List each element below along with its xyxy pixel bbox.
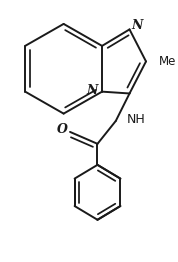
Text: N: N xyxy=(86,84,98,97)
Text: N: N xyxy=(131,19,143,32)
Text: Me: Me xyxy=(159,55,176,68)
Text: NH: NH xyxy=(127,113,146,125)
Text: O: O xyxy=(57,123,68,136)
